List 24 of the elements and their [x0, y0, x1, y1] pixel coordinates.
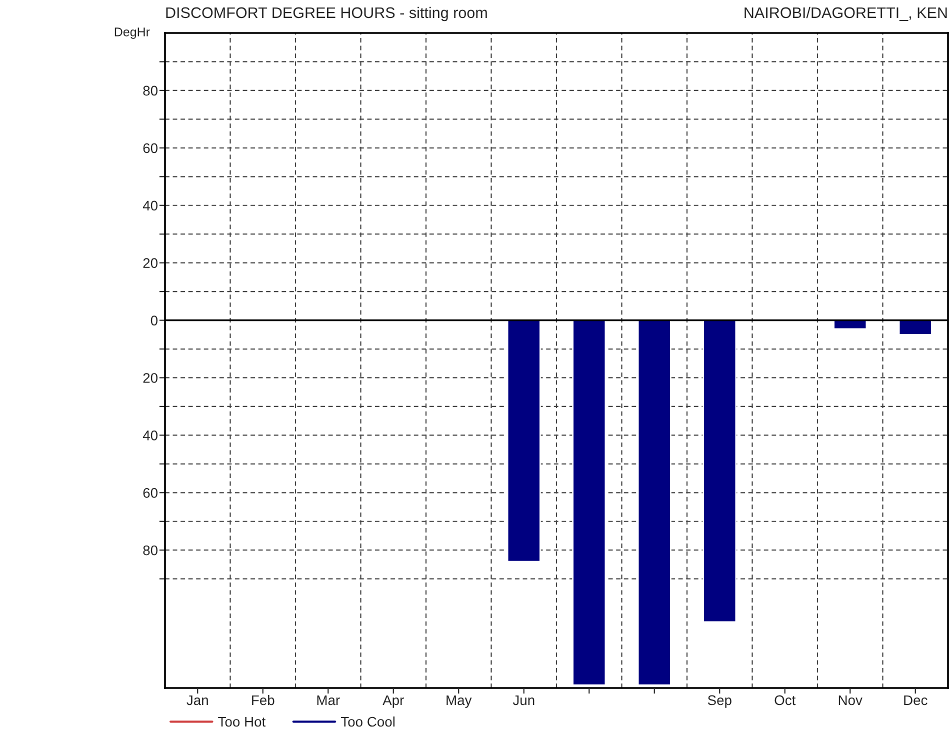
chart-subtitle: NAIROBI/DAGORETTI_, KEN — [744, 6, 947, 21]
x-tick-label: Feb — [252, 694, 274, 706]
y-tick-label: 60 — [143, 488, 158, 498]
y-tick-label: 20 — [143, 373, 158, 383]
x-tick-label: Oct — [774, 695, 796, 706]
y-tick-label: 80 — [143, 86, 158, 96]
y-axis-title: DegHr — [114, 28, 150, 39]
x-tick-label: May — [446, 695, 472, 708]
y-tick-label: 0 — [150, 316, 158, 326]
y-tick-label: 40 — [142, 430, 158, 440]
x-tick-label: Nov — [838, 695, 862, 706]
x-tick-label: Sep — [708, 695, 732, 708]
chart-title: DISCOMFORT DEGREE HOURS - sitting room — [166, 6, 487, 22]
y-tick-label: 40 — [142, 200, 158, 211]
x-tick-label: Mar — [317, 695, 340, 706]
x-tick-label: Jan — [186, 695, 208, 706]
x-tick-label: Jun — [512, 695, 534, 706]
y-tick-label: 20 — [143, 258, 158, 268]
legend-label: Too Cool — [340, 716, 395, 727]
x-tick-label: Apr — [382, 695, 404, 708]
x-tick-label: Dec — [904, 695, 928, 706]
legend-label: Too Hot — [218, 716, 266, 727]
y-tick-label: 80 — [143, 545, 158, 556]
y-tick-label: 60 — [143, 143, 158, 154]
